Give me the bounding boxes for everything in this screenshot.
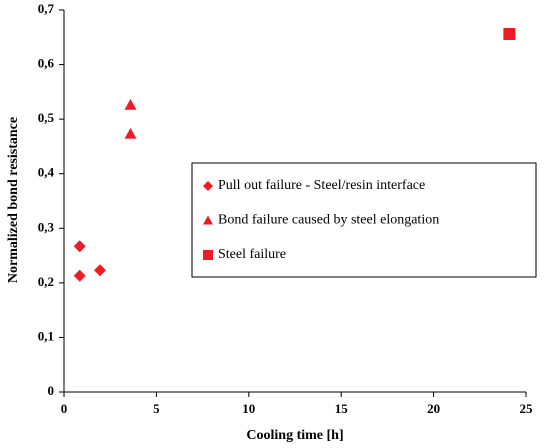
x-tick-label: 0 xyxy=(61,401,68,416)
legend xyxy=(191,162,537,278)
legend-label: Steel failure xyxy=(218,247,286,262)
legend-marker xyxy=(203,215,213,225)
y-tick-label: 0,1 xyxy=(38,328,54,343)
y-tick-label: 0,7 xyxy=(38,1,55,16)
x-tick-label: 15 xyxy=(335,401,349,416)
legend-label: Bond failure caused by steel elongation xyxy=(218,213,439,228)
x-tick-label: 20 xyxy=(427,401,440,416)
y-tick-label: 0,6 xyxy=(38,56,55,71)
legend-label: Pull out failure - Steel/resin interface xyxy=(218,178,425,193)
legend-marker xyxy=(203,250,213,260)
y-tick-label: 0,5 xyxy=(38,110,55,125)
point xyxy=(124,98,137,110)
x-tick-label: 25 xyxy=(520,401,534,416)
y-tick-label: 0,3 xyxy=(38,219,55,234)
y-tick-label: 0,4 xyxy=(38,165,55,180)
point xyxy=(124,127,137,139)
y-tick-label: 0,2 xyxy=(38,274,54,289)
y-axis-title: Normalized bond resistance xyxy=(6,117,21,283)
point xyxy=(94,264,107,277)
point xyxy=(73,240,86,253)
x-axis-title: Cooling time [h] xyxy=(246,428,343,443)
x-tick-label: 5 xyxy=(153,401,160,416)
point xyxy=(503,28,516,41)
legend-marker xyxy=(203,181,213,191)
x-tick-label: 10 xyxy=(242,401,255,416)
point xyxy=(73,269,86,282)
y-tick-label: 0 xyxy=(48,383,55,398)
